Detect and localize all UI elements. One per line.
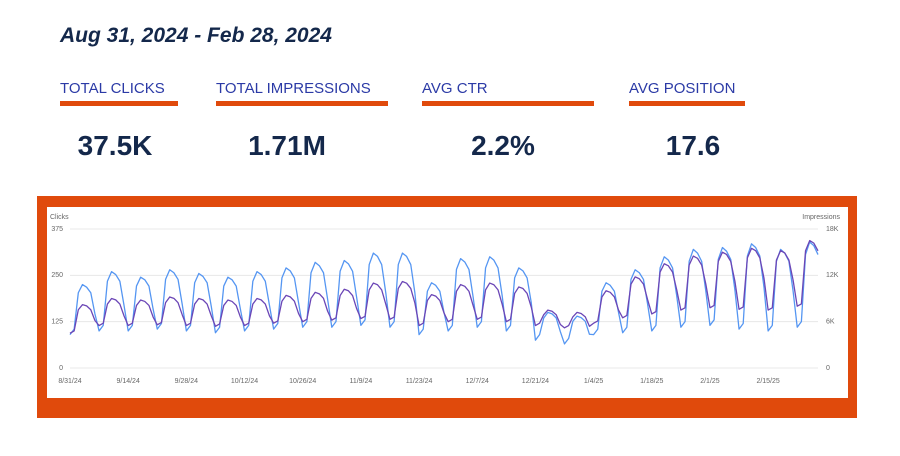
series-line <box>69 239 819 334</box>
x-tick-label: 11/23/24 <box>406 378 433 385</box>
chart: Clicks Impressions 0 125 250 375 0 6K 12K 18K 8/31… <box>50 214 841 385</box>
x-tick-label: 1/18/25 <box>640 378 663 385</box>
y-tick-label: 125 <box>51 319 63 326</box>
y-tick-label: 250 <box>51 272 63 279</box>
kpi-underline <box>629 101 745 106</box>
kpi-value: 1.71M <box>248 130 326 161</box>
x-tick-label: 11/9/24 <box>349 378 372 385</box>
kpi-label: TOTAL IMPRESSIONS <box>216 80 371 97</box>
y-axis-title: Clicks <box>50 214 69 221</box>
x-tick-label: 8/31/24 <box>58 378 81 385</box>
y2-tick-label: 18K <box>826 226 839 233</box>
kpi-value: 17.6 <box>666 130 721 161</box>
x-tick-label: 10/12/24 <box>231 378 258 385</box>
kpi-underline <box>422 101 594 106</box>
kpi-label: TOTAL CLICKS <box>60 80 165 97</box>
x-tick-label: 2/15/25 <box>756 378 779 385</box>
x-tick-label: 9/28/24 <box>175 378 198 385</box>
date-range: Aug 31, 2024 - Feb 28, 2024 <box>59 24 332 47</box>
kpi-value: 2.2% <box>471 130 535 161</box>
x-tick-label: 2/1/25 <box>700 378 720 385</box>
y2-axis-title: Impressions <box>802 214 840 221</box>
y-tick-label: 0 <box>59 365 63 372</box>
y2-tick-label: 0 <box>826 365 830 372</box>
kpi-underline <box>60 101 178 106</box>
x-tick-label: 10/26/24 <box>289 378 316 385</box>
x-tick-label: 9/14/24 <box>116 378 139 385</box>
x-tick-label: 12/7/24 <box>466 378 489 385</box>
chart-panel <box>47 207 848 398</box>
x-tick-label: 1/4/25 <box>584 378 604 385</box>
kpi-label: AVG CTR <box>422 80 488 97</box>
y2-tick-label: 6K <box>826 319 835 326</box>
y-tick-label: 375 <box>51 226 63 233</box>
kpi-label: AVG POSITION <box>629 80 735 97</box>
y2-tick-label: 12K <box>826 272 839 279</box>
kpis: TOTAL CLICKS 37.5K TOTAL IMPRESSIONS 1.7… <box>60 80 745 161</box>
kpi-value: 37.5K <box>78 130 153 161</box>
kpi-underline <box>216 101 388 106</box>
x-tick-label: 12/21/24 <box>522 378 549 385</box>
